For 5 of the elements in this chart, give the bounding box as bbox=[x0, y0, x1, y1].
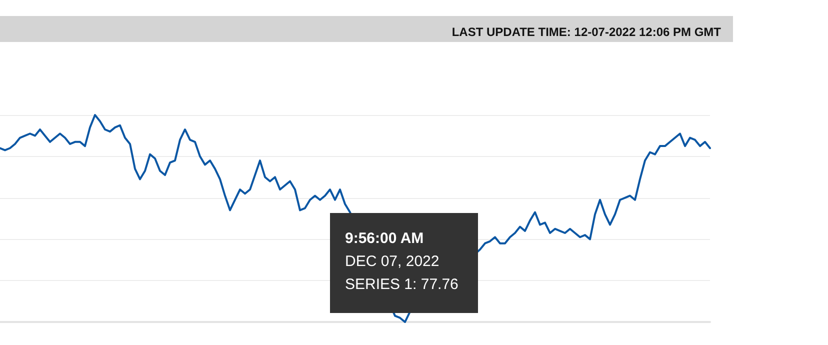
chart-title: LAST UPDATE TIME: 12-07-2022 12:06 PM GMT bbox=[452, 25, 722, 39]
annotation: 9:56:00 AM bbox=[345, 229, 425, 249]
annotation: SERIES 1: 77.76 bbox=[345, 275, 460, 295]
annotation: DEC 07, 2022 bbox=[345, 252, 440, 272]
tooltip-box: 9:56:00 AM DEC 07, 2022 SERIES 1: 77.76 bbox=[330, 213, 478, 313]
